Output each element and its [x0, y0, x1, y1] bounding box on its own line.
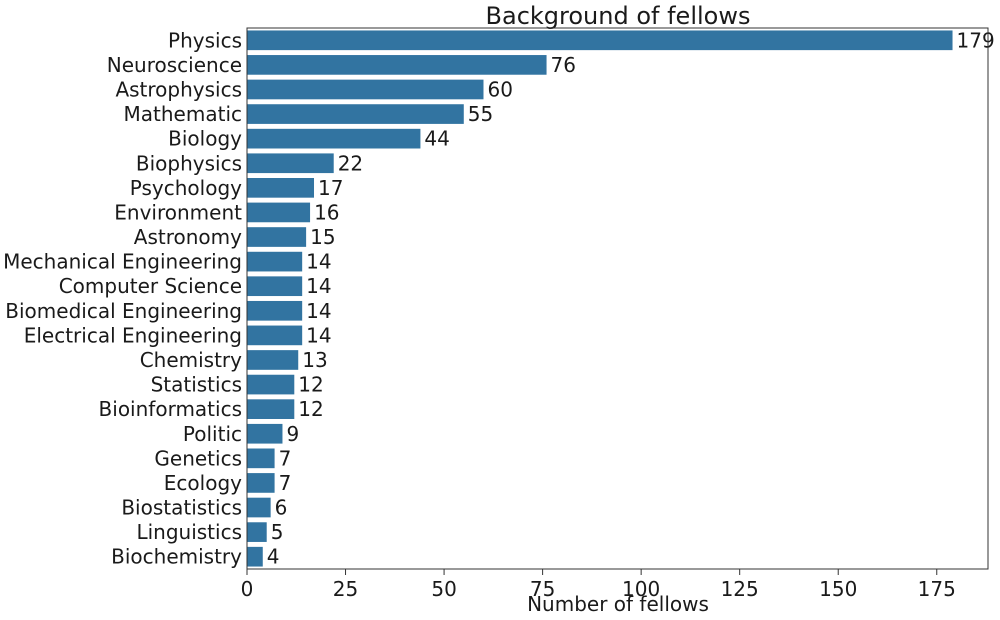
bar [247, 423, 283, 444]
value-label: 6 [275, 496, 288, 520]
value-label: 7 [279, 471, 292, 495]
value-label: 7 [279, 446, 292, 470]
value-label: 4 [267, 545, 280, 569]
chart-title: Background of fellows [486, 2, 751, 30]
value-label: 44 [424, 127, 449, 151]
value-label: 60 [487, 77, 512, 101]
category-label: Statistics [151, 373, 242, 397]
category-labels: PhysicsNeuroscienceAstrophysicsMathemati… [3, 28, 242, 568]
bar [247, 128, 421, 149]
value-label: 14 [306, 274, 331, 298]
x-tick-label: 125 [721, 577, 759, 601]
value-label: 12 [298, 373, 323, 397]
value-label: 9 [286, 422, 299, 446]
value-label: 13 [302, 348, 327, 372]
x-tick-label: 75 [530, 577, 555, 601]
category-label: Linguistics [136, 520, 242, 544]
bar [247, 276, 303, 297]
category-label: Biochemistry [111, 545, 242, 569]
bar [247, 300, 303, 321]
bar [247, 178, 315, 198]
category-label: Ecology [164, 471, 242, 495]
bar [247, 350, 299, 370]
bar [247, 448, 275, 469]
category-label: Electrical Engineering [24, 323, 242, 347]
value-label: 5 [271, 520, 284, 544]
bar [247, 546, 263, 567]
category-label: Biophysics [136, 151, 242, 175]
bar [247, 153, 334, 174]
value-label: 179 [957, 28, 995, 52]
value-label: 55 [468, 102, 493, 126]
bar [247, 202, 311, 223]
category-label: Mechanical Engineering [3, 250, 242, 274]
value-label: 17 [318, 176, 343, 200]
bar [247, 473, 275, 493]
bar [247, 497, 271, 518]
x-tick-label: 100 [622, 577, 660, 601]
x-tick-label: 175 [918, 577, 956, 601]
x-tick-label: 0 [241, 577, 254, 601]
value-label: 14 [306, 323, 331, 347]
category-label: Biostatistics [121, 496, 242, 520]
category-label: Bioinformatics [99, 397, 242, 421]
bar [247, 399, 295, 419]
bar [247, 30, 953, 51]
value-label: 16 [314, 200, 339, 224]
x-axis-ticks: 0 25 50 75 100 125 150 175 [241, 569, 956, 601]
x-tick-label: 25 [333, 577, 358, 601]
category-label: Physics [168, 28, 242, 52]
value-label: 76 [551, 53, 576, 77]
x-axis-label: Number of fellows [527, 592, 709, 616]
bar [247, 227, 307, 247]
bar [247, 104, 464, 124]
value-label: 14 [306, 299, 331, 323]
category-label: Biomedical Engineering [5, 299, 242, 323]
category-label: Mathematic [124, 102, 242, 126]
value-label: 22 [338, 151, 363, 175]
bar [247, 374, 295, 395]
category-label: Biology [168, 127, 242, 151]
category-label: Psychology [130, 176, 242, 200]
value-label: 12 [298, 397, 323, 421]
plot-frame [246, 27, 989, 570]
category-label: Chemistry [140, 348, 242, 372]
category-label: Genetics [154, 446, 242, 470]
category-label: Neuroscience [107, 53, 242, 77]
bars-group [247, 30, 953, 567]
x-tick-label: 50 [431, 577, 456, 601]
category-label: Computer Science [59, 274, 242, 298]
bar [247, 79, 484, 100]
bar [247, 522, 267, 542]
bar [247, 325, 303, 346]
category-label: Politic [183, 422, 242, 446]
value-label: 15 [310, 225, 335, 249]
bar [247, 55, 547, 75]
category-label: Environment [114, 200, 242, 224]
category-label: Astrophysics [115, 77, 242, 101]
category-label: Astronomy [134, 225, 242, 249]
value-label: 14 [306, 250, 331, 274]
bar [247, 251, 303, 272]
x-tick-label: 150 [819, 577, 857, 601]
